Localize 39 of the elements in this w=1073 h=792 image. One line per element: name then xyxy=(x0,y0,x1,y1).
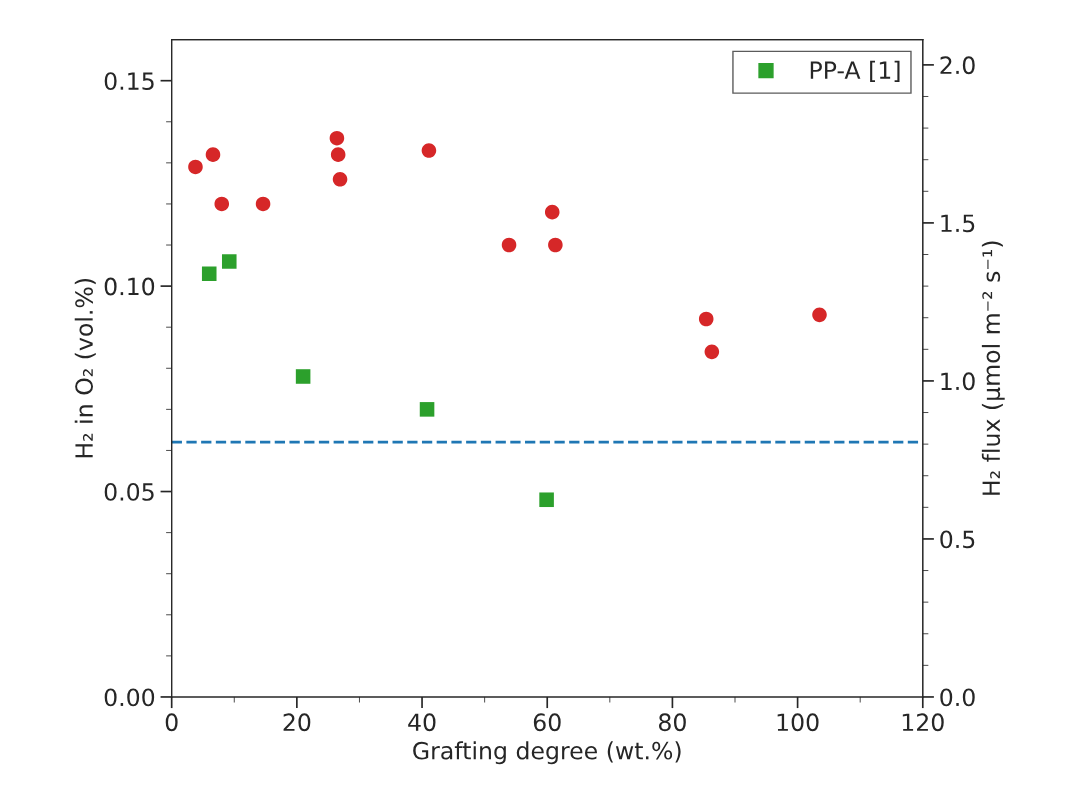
point xyxy=(548,237,563,253)
x-tick-label: 80 xyxy=(658,713,686,732)
y2-tick-label: 2.0 xyxy=(940,56,975,75)
point xyxy=(329,130,345,146)
point xyxy=(812,307,827,323)
x-tick-label: 120 xyxy=(902,713,944,732)
point xyxy=(544,204,560,220)
y2-tick-label: 0.5 xyxy=(940,530,975,549)
x-tick-label: 60 xyxy=(533,713,561,732)
point xyxy=(221,254,237,269)
point xyxy=(419,402,435,417)
point xyxy=(295,369,311,384)
point xyxy=(255,196,271,212)
point xyxy=(501,237,517,253)
x-axis-title: Grafting degree (wt.%) xyxy=(413,741,681,765)
point xyxy=(421,143,437,158)
y-axis-title: H₂ in O₂ (vol.%) xyxy=(74,278,96,458)
x-tick-label: 100 xyxy=(777,713,819,732)
point xyxy=(539,492,554,508)
y-tick-label: 0.00 xyxy=(104,688,155,707)
legend-label: PP-A [1] xyxy=(810,60,900,82)
y2-tick-label: 0.0 xyxy=(940,688,975,707)
point xyxy=(332,172,348,187)
point xyxy=(330,147,346,162)
point xyxy=(704,344,720,360)
y2-tick-label: 1.5 xyxy=(941,214,975,233)
point xyxy=(188,159,203,175)
point xyxy=(205,147,221,162)
x-tick-label: 0 xyxy=(165,713,178,732)
y-tick-label: 0.15 xyxy=(104,72,154,90)
point xyxy=(698,311,714,327)
x-tick-label: 40 xyxy=(408,713,436,732)
point xyxy=(214,196,230,212)
x-tick-label: 20 xyxy=(283,713,311,732)
point xyxy=(201,266,217,282)
y2-axis-title: H₂ flux (µmol m⁻² s⁻¹) xyxy=(981,241,1005,495)
y-tick-label: 0.05 xyxy=(104,482,154,501)
y-tick-label: 0.10 xyxy=(104,277,155,296)
y2-tick-label: 1.0 xyxy=(941,372,975,391)
